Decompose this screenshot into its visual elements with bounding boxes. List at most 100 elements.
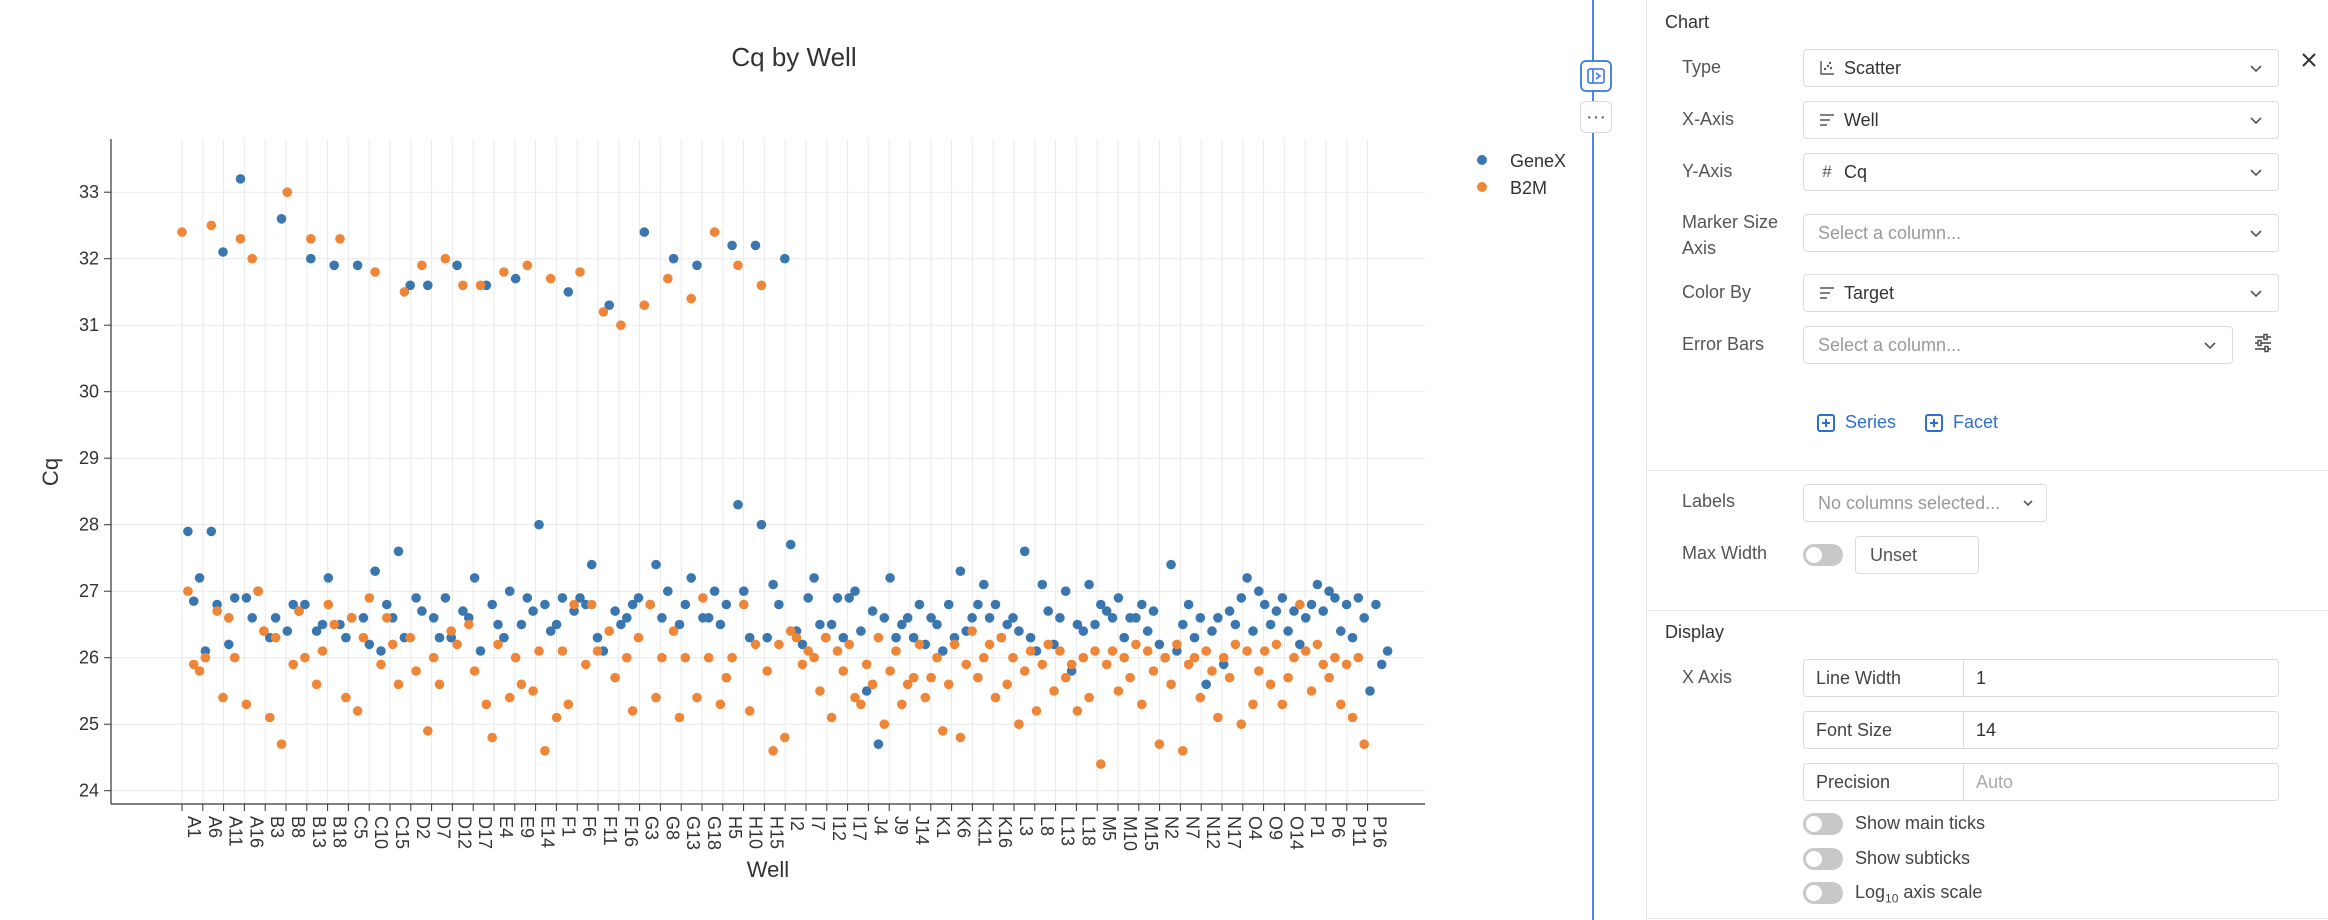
max-width-toggle[interactable] — [1803, 544, 1843, 566]
log-axis-label: Log10 axis scale — [1855, 882, 1982, 906]
x-tick-label: H15 — [766, 816, 786, 849]
chevron-down-icon — [2250, 117, 2262, 125]
data-point-genex — [639, 227, 650, 237]
toggle-panel-button[interactable] — [1580, 60, 1612, 92]
data-point-b2m — [341, 692, 351, 703]
data-point-b2m — [575, 267, 585, 277]
data-point-b2m — [744, 706, 755, 716]
data-point-genex — [686, 573, 696, 583]
line-width-key: Line Width — [1804, 660, 1964, 696]
color-by-select[interactable]: Target — [1803, 274, 2279, 312]
data-point-b2m — [1312, 639, 1323, 650]
data-point-genex — [446, 632, 457, 643]
x-tick-label: K16 — [995, 816, 1015, 848]
error-bars-select[interactable]: Select a column... — [1803, 326, 2233, 364]
x-tick-label: N17 — [1224, 816, 1244, 849]
text-column-icon — [1818, 111, 1836, 129]
data-point-b2m — [815, 686, 825, 696]
data-point-genex — [1271, 606, 1282, 616]
close-icon[interactable] — [2301, 52, 2317, 68]
panel-toggle-icon — [1587, 68, 1605, 84]
data-point-genex — [1137, 599, 1147, 610]
log-axis-toggle[interactable] — [1803, 882, 1843, 904]
data-point-b2m — [265, 712, 275, 723]
sliders-icon[interactable] — [2253, 333, 2273, 353]
y-axis-select-label: Y-Axis — [1682, 161, 1733, 181]
data-point-genex — [276, 214, 287, 224]
data-point-b2m — [276, 739, 287, 749]
data-point-b2m — [1259, 646, 1270, 656]
precision-placeholder[interactable]: Auto — [1976, 772, 2014, 792]
data-point-genex — [235, 174, 246, 184]
type-select[interactable]: Scatter — [1803, 49, 2279, 87]
data-point-genex — [288, 599, 299, 610]
more-options-button[interactable]: ··· — [1580, 101, 1612, 133]
font-size-field[interactable]: Font Size 14 — [1803, 711, 2279, 749]
show-main-ticks-toggle[interactable] — [1803, 813, 1843, 835]
labels-select[interactable]: No columns selected... — [1803, 484, 2047, 522]
marker-size-select[interactable]: Select a column... — [1803, 214, 2279, 252]
data-point-b2m — [405, 632, 416, 643]
data-point-b2m — [1113, 686, 1124, 696]
data-point-b2m — [300, 652, 310, 663]
data-point-b2m — [885, 666, 895, 676]
add-facet-button[interactable]: Facet — [1925, 412, 1998, 433]
data-point-b2m — [1014, 719, 1024, 729]
data-point-genex — [803, 593, 813, 603]
labels-placeholder: No columns selected... — [1818, 492, 2001, 513]
max-width-label: Max Width — [1682, 543, 1768, 563]
data-point-genex — [229, 593, 240, 603]
line-width-field[interactable]: Line Width 1 — [1803, 659, 2279, 697]
chevron-down-icon — [2250, 290, 2262, 298]
legend[interactable]: GeneX B2M — [1477, 151, 1566, 198]
data-point-genex — [832, 593, 843, 603]
data-point-b2m — [733, 260, 743, 271]
marker-size-label-line2: Axis — [1682, 238, 1717, 258]
x-tick-label: L3 — [1016, 816, 1036, 836]
data-point-genex — [434, 632, 445, 643]
data-point-genex — [1119, 632, 1129, 643]
data-point-b2m — [1218, 652, 1229, 663]
x-tick-label: P1 — [1307, 816, 1327, 838]
data-point-b2m — [288, 659, 299, 670]
type-value: Scatter — [1844, 57, 1902, 78]
data-point-b2m — [1207, 666, 1217, 676]
line-width-value[interactable]: 1 — [1976, 668, 1987, 688]
y-tick-label: 32 — [79, 249, 99, 269]
x-axis-select[interactable]: Well — [1803, 101, 2279, 139]
data-point-b2m — [984, 639, 995, 650]
font-size-value[interactable]: 14 — [1976, 720, 1997, 740]
data-point-genex — [990, 599, 1001, 610]
data-point-b2m — [1265, 679, 1276, 690]
y-tick-label: 30 — [79, 382, 99, 402]
data-point-b2m — [990, 692, 1001, 703]
data-point-b2m — [604, 626, 614, 636]
precision-field[interactable]: Precision Auto — [1803, 763, 2279, 801]
data-point-b2m — [1324, 672, 1334, 683]
show-subticks-toggle[interactable] — [1803, 848, 1843, 870]
panel-divider[interactable] — [1592, 0, 1594, 920]
data-point-b2m — [1148, 666, 1159, 676]
add-series-button[interactable]: Series — [1817, 412, 1896, 433]
data-point-genex — [1382, 646, 1393, 656]
data-point-b2m — [1172, 639, 1182, 650]
x-tick-label: B3 — [267, 816, 287, 838]
data-point-genex — [867, 606, 878, 616]
data-point-genex — [224, 639, 234, 650]
text-column-icon — [1818, 284, 1836, 302]
marker-size-label-line1: Marker Size — [1682, 212, 1779, 232]
y-tick-label: 24 — [79, 781, 99, 801]
x-tick-label: B13 — [309, 816, 329, 848]
data-point-b2m — [434, 679, 445, 690]
data-point-genex — [1142, 626, 1153, 636]
data-point-b2m — [961, 659, 971, 670]
data-point-genex — [1195, 613, 1206, 623]
log-axis-suffix: axis scale — [1898, 882, 1983, 902]
data-point-b2m — [1055, 646, 1065, 656]
legend-label-b2m: B2M — [1510, 178, 1547, 198]
data-point-genex — [545, 626, 556, 636]
data-point-b2m — [850, 692, 860, 703]
max-width-input[interactable]: Unset — [1855, 536, 1979, 574]
data-point-b2m — [387, 639, 398, 650]
y-axis-select[interactable]: # Cq — [1803, 153, 2279, 191]
